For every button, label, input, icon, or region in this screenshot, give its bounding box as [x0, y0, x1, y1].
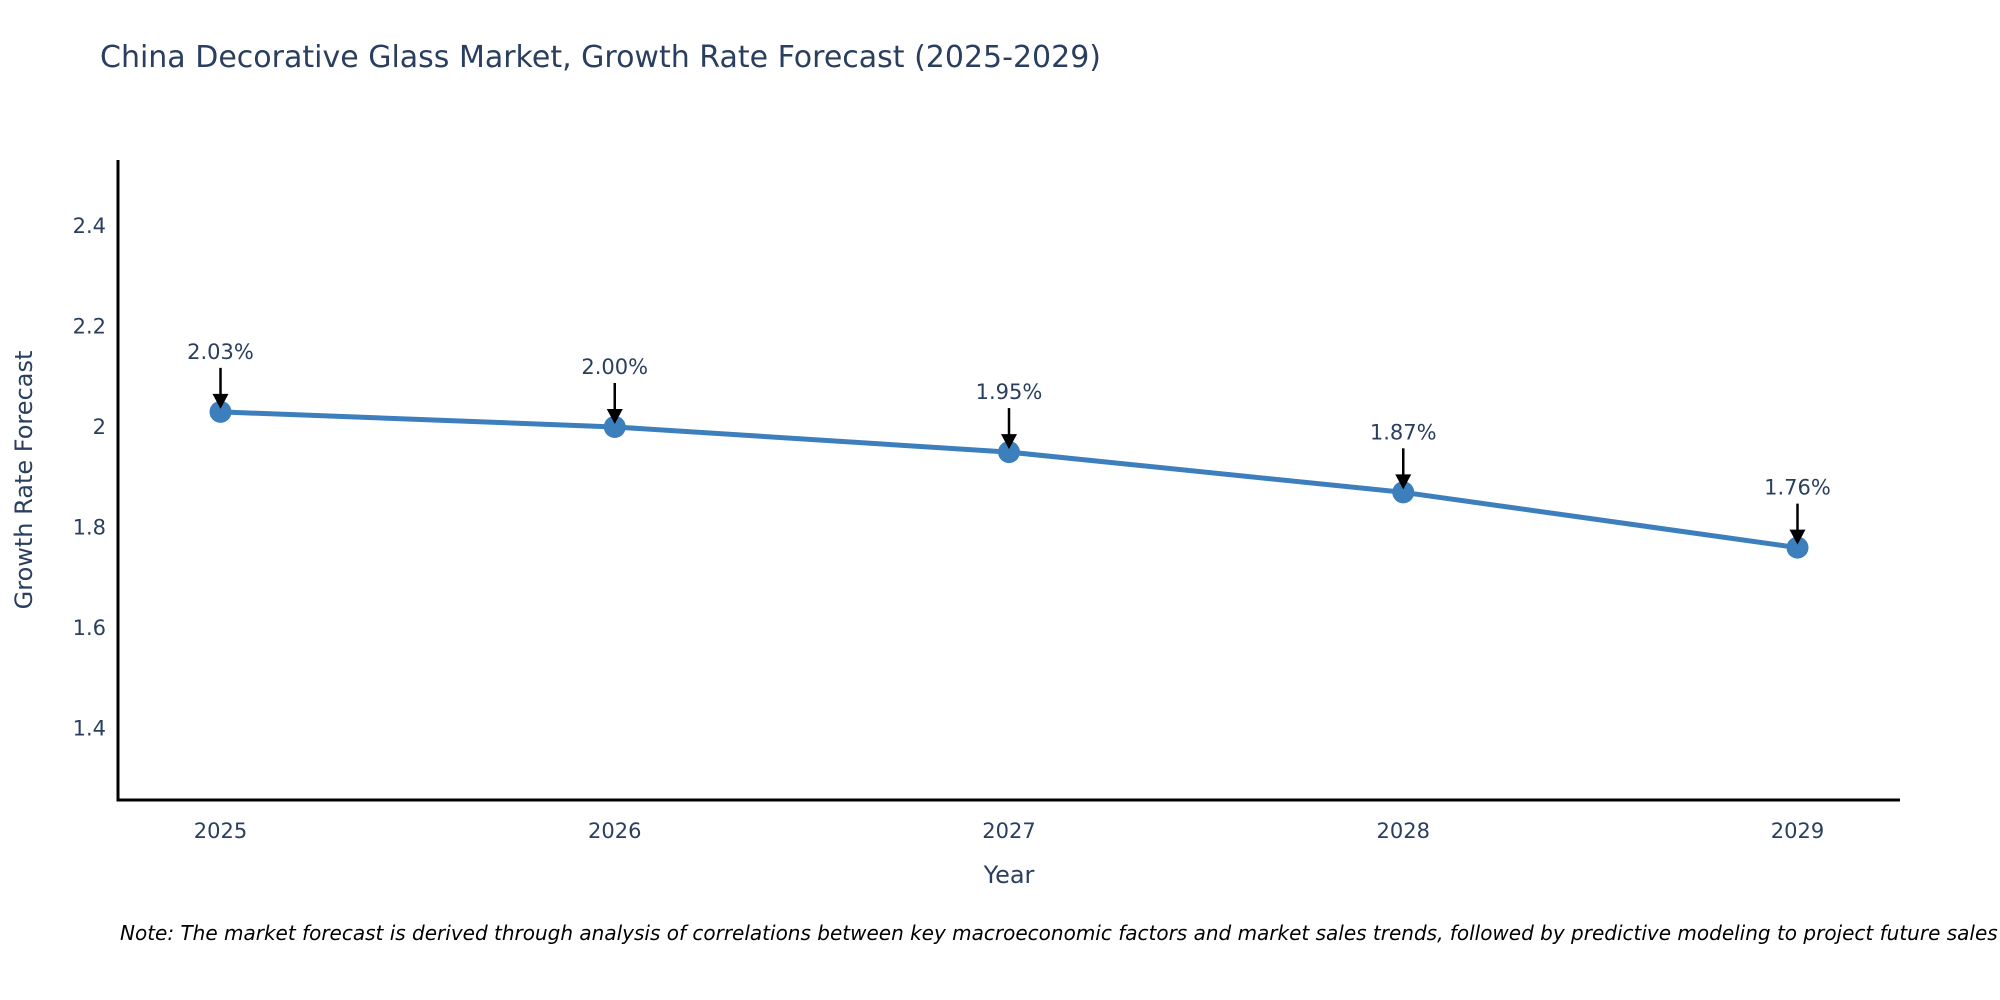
data-point-label: 2.03%	[187, 340, 254, 364]
x-tick-label: 2028	[1377, 819, 1430, 843]
data-point-marker[interactable]	[209, 400, 232, 423]
data-point-marker[interactable]	[998, 441, 1020, 464]
data-point-marker[interactable]	[603, 415, 626, 438]
x-axis-title: Year	[983, 861, 1035, 889]
chart-canvas[interactable]: 1.4 1.6 1.8 2 2.2 2.4 2025 2026 2027 2028 2029 Grow…	[0, 0, 2000, 910]
chart-title: China Decorative Glass Market, Growth Ra…	[100, 40, 1102, 75]
annotation-arrow-head	[212, 393, 229, 409]
y-tick-label: 2	[93, 415, 106, 439]
y-tick-label: 1.4	[73, 717, 106, 741]
y-tick-label: 2.4	[73, 214, 106, 238]
data-point-marker[interactable]	[1392, 481, 1415, 504]
data-point-label: 1.95%	[976, 380, 1043, 404]
x-tick-label: 2029	[1771, 819, 1824, 843]
data-point-marker[interactable]	[1786, 536, 1809, 559]
x-tick-label: 2026	[588, 819, 641, 843]
growth-rate-chart[interactable]: 1.4 1.6 1.8 2 2.2 2.4 2025 2026 2027 2028 2029 Grow…	[0, 0, 2000, 910]
annotation-arrow-head	[606, 408, 623, 424]
x-tick-label: 2027	[982, 819, 1035, 843]
x-tick-label: 2025	[194, 819, 247, 843]
y-tick-label: 2.2	[73, 314, 106, 338]
y-tick-label: 1.8	[73, 516, 106, 540]
annotation-arrow-head	[1395, 474, 1412, 490]
data-point-label: 1.76%	[1764, 476, 1831, 500]
annotation-arrow-head	[1001, 434, 1017, 450]
y-tick-label: 1.6	[73, 616, 106, 640]
y-axis-title: Growth Rate Forecast	[10, 351, 38, 610]
footnote: Note: The market forecast is derived thr…	[120, 921, 1998, 945]
data-point-label: 1.87%	[1370, 420, 1437, 444]
data-point-label: 2.00%	[581, 355, 648, 379]
annotation-arrow-head	[1789, 529, 1806, 545]
